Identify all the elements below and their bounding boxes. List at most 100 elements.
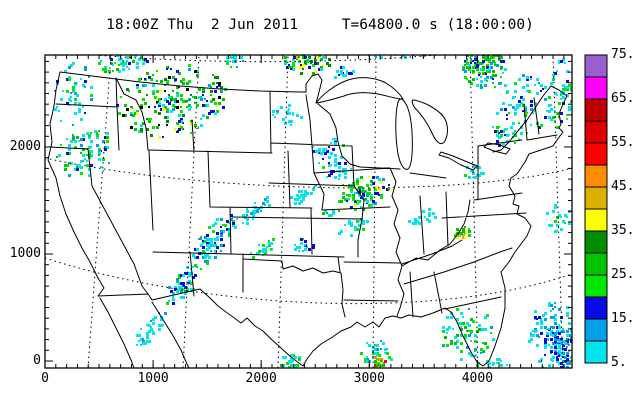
radar-echo-pixel: [566, 94, 569, 97]
radar-echo-pixel: [194, 96, 197, 99]
radar-echo-pixel: [486, 70, 489, 73]
radar-echo-pixel: [346, 200, 348, 202]
radar-echo-pixel: [182, 100, 185, 103]
radar-echo-pixel: [468, 80, 471, 83]
radar-echo-pixel: [376, 176, 379, 179]
radar-echo-pixel: [536, 344, 539, 347]
lake-ontario: [483, 142, 511, 155]
radar-echo-pixel: [270, 248, 272, 250]
radar-echo-pixel: [204, 260, 207, 263]
radar-echo-pixel: [262, 202, 265, 205]
radar-echo-pixel: [478, 166, 481, 169]
radar-echo-pixel: [462, 316, 464, 318]
radar-echo-pixel: [180, 290, 183, 293]
radar-echo-pixel: [554, 120, 556, 122]
radar-echo-pixel: [206, 262, 209, 265]
radar-echo-pixel: [178, 274, 181, 277]
radar-echo-pixel: [564, 356, 567, 359]
radar-echo-pixel: [548, 110, 551, 113]
radar-echo-pixel: [566, 342, 569, 345]
radar-echo-pixel: [474, 50, 477, 53]
radar-echo-pixel: [266, 246, 268, 248]
radar-echo-pixel: [552, 342, 555, 345]
radar-echo-pixel: [466, 322, 469, 325]
radar-echo-pixel: [308, 44, 311, 47]
radar-echo-pixel: [230, 66, 232, 68]
radar-echo-pixel: [178, 282, 181, 285]
radar-echo-pixel: [556, 338, 559, 341]
radar-echo-pixel: [86, 154, 88, 156]
radar-echo-pixel: [504, 84, 507, 87]
radar-echo-pixel: [560, 358, 562, 360]
radar-echo-pixel: [288, 112, 291, 115]
radar-echo-pixel: [490, 66, 493, 69]
radar-echo-pixel: [80, 160, 83, 163]
radar-echo-pixel: [358, 188, 361, 191]
radar-echo-pixel: [472, 72, 474, 74]
radar-echo-pixel: [184, 286, 187, 289]
radar-echo-pixel: [308, 56, 311, 59]
radar-echo-pixel: [408, 50, 411, 53]
radar-echo-pixel: [112, 70, 114, 72]
radar-echo-pixel: [356, 178, 359, 181]
radar-echo-pixel: [510, 126, 513, 129]
radar-echo-pixel: [64, 164, 67, 167]
radar-echo-pixel: [546, 334, 549, 337]
radar-echo-pixel: [200, 268, 202, 270]
radar-echo-pixel: [302, 46, 305, 49]
radar-echo-pixel: [344, 224, 346, 226]
radar-echo-pixel: [562, 344, 565, 347]
radar-echo-pixel: [346, 194, 348, 196]
radar-echo-pixel: [410, 50, 413, 53]
radar-echo-pixel: [126, 88, 129, 91]
radar-echo-pixel: [140, 128, 143, 131]
radar-echo-pixel: [460, 342, 463, 345]
radar-echo-pixel: [68, 78, 71, 81]
radar-echo-pixel: [462, 234, 465, 237]
radar-echo-pixel: [312, 72, 315, 75]
radar-echo-pixel: [188, 80, 191, 83]
radar-echo-pixel: [470, 330, 473, 333]
colorbar-segment: [584, 274, 608, 298]
radar-echo-pixel: [96, 136, 99, 139]
radar-echo-pixel: [366, 342, 368, 344]
radar-echo-pixel: [318, 148, 321, 151]
radar-echo-pixel: [214, 242, 216, 244]
radar-echo-pixel: [180, 106, 182, 108]
radar-echo-pixel: [140, 106, 143, 109]
radar-echo-pixel: [534, 330, 537, 333]
radar-echo-pixel: [104, 70, 107, 73]
radar-echo-pixel: [78, 140, 80, 142]
radar-echo-pixel: [484, 78, 487, 81]
radar-echo-pixel: [158, 98, 161, 101]
radar-echo-pixel: [298, 202, 301, 205]
radar-echo-pixel: [152, 126, 155, 129]
radar-echo-pixel: [536, 322, 539, 325]
radar-echo-pixel: [90, 164, 93, 167]
radar-echo-pixel: [538, 126, 541, 129]
radar-echo-pixel: [172, 296, 174, 298]
radar-echo-pixel: [230, 218, 233, 221]
radar-echo-pixel: [202, 240, 204, 242]
radar-echo-pixel: [292, 112, 294, 114]
radar-echo-pixel: [184, 272, 187, 275]
radar-echo-pixel: [428, 212, 431, 215]
radar-echo-pixel: [304, 62, 307, 65]
radar-echo-pixel: [202, 256, 205, 259]
radar-echo-pixel: [272, 110, 275, 113]
radar-echo-pixel: [326, 176, 328, 178]
radar-echo-pixel: [496, 64, 499, 67]
radar-echo-pixel: [180, 274, 183, 277]
radar-echo-pixel: [370, 194, 373, 197]
radar-echo-pixel: [186, 288, 189, 291]
radar-echo-pixel: [558, 362, 561, 365]
radar-echo-pixel: [488, 68, 491, 71]
radar-echo-pixel: [466, 60, 468, 62]
radar-echo-pixel: [554, 206, 557, 209]
radar-echo-pixel: [376, 352, 379, 355]
radar-echo-pixel: [210, 110, 213, 113]
radar-echo-pixel: [220, 86, 223, 89]
radar-echo-pixel: [232, 222, 235, 225]
lake-huron: [411, 99, 448, 145]
radar-echo-pixel: [484, 342, 487, 345]
